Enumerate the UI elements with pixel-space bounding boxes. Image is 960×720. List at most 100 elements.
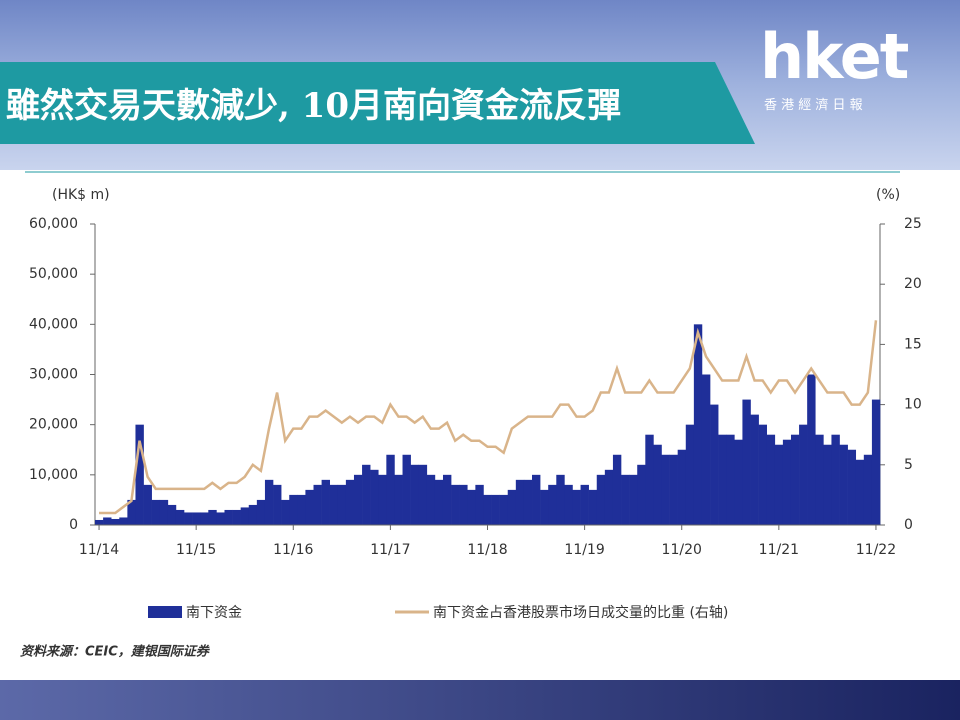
bar [442, 474, 452, 525]
logo-subtitle: 香 港 經 濟 日 報 [764, 98, 863, 113]
bar [653, 444, 662, 525]
bar [596, 474, 606, 525]
legend-label: 南下资金 [186, 605, 242, 621]
bar [289, 494, 298, 525]
bar [321, 479, 330, 525]
slide-title: 雖然交易天數減少, 10月南向資金流反彈 [6, 86, 621, 126]
bar [815, 434, 824, 525]
bar [434, 479, 444, 525]
bar [612, 454, 622, 525]
bar [273, 484, 282, 525]
y2-tick-label: 20 [904, 276, 922, 292]
x-tick-label: 11/14 [79, 542, 119, 558]
x-tick-label: 11/15 [176, 542, 216, 558]
bar [402, 454, 411, 525]
title-banner [0, 62, 755, 144]
bar [184, 512, 193, 525]
bar [742, 399, 751, 525]
bar [564, 484, 573, 525]
bar [499, 494, 509, 525]
y2-tick-label: 0 [904, 517, 913, 533]
bar [370, 469, 379, 525]
bar [394, 474, 403, 525]
bar [807, 374, 816, 525]
bar [95, 519, 104, 525]
bar [200, 512, 209, 525]
bar [774, 444, 784, 525]
bar [248, 504, 258, 525]
bar [386, 454, 395, 525]
bar [345, 479, 355, 525]
bar [264, 479, 274, 525]
bar [232, 509, 241, 525]
bar [119, 517, 128, 525]
bar [297, 494, 306, 525]
bar [216, 512, 225, 525]
bar [734, 439, 743, 525]
y-tick-label: 0 [69, 517, 78, 533]
bar [515, 479, 525, 525]
bar [507, 489, 517, 525]
bar [847, 449, 857, 525]
line [99, 320, 878, 515]
bar [661, 454, 670, 525]
y2-tick-label: 25 [904, 216, 922, 232]
bar [256, 499, 266, 525]
bar [532, 474, 541, 525]
bar [410, 464, 420, 525]
bar [192, 512, 201, 525]
bar [556, 474, 565, 525]
bar [831, 434, 840, 525]
bar [418, 464, 428, 525]
bar [337, 484, 347, 525]
bar [710, 404, 719, 525]
bar [629, 474, 638, 525]
bar [240, 507, 250, 525]
logo: hket [760, 20, 909, 93]
legend-label: 南下资金占香港股票市场日成交量的比重 (右轴) [433, 604, 728, 621]
y-tick-label: 30,000 [29, 367, 78, 383]
bar [305, 489, 314, 525]
bar [329, 484, 339, 525]
y-tick-label: 40,000 [29, 316, 78, 332]
bar [467, 489, 476, 525]
x-tick-label: 11/17 [370, 542, 410, 558]
bar [483, 494, 492, 525]
bar [839, 444, 848, 525]
x-tick-label: 11/22 [856, 542, 896, 558]
bar [378, 474, 387, 525]
bar [127, 499, 136, 525]
bar [151, 499, 161, 525]
bar [580, 484, 589, 525]
bar [693, 324, 703, 525]
bar [159, 499, 169, 525]
bar [135, 424, 144, 525]
x-tick-label: 11/18 [467, 542, 507, 558]
y2-axis-unit: (%) [876, 187, 900, 203]
bar [645, 434, 654, 525]
bar [685, 424, 695, 525]
bar [523, 479, 533, 525]
bar [459, 484, 468, 525]
bar [491, 494, 500, 525]
bar [540, 489, 549, 525]
bar [426, 474, 436, 525]
y2-tick-label: 10 [904, 397, 922, 413]
bar [790, 434, 800, 525]
x-tick-label: 11/20 [662, 542, 702, 558]
bar [548, 484, 557, 525]
bar [143, 484, 152, 525]
bar [475, 484, 484, 525]
bar [766, 434, 776, 525]
bar [451, 484, 460, 525]
bar [281, 499, 290, 525]
x-tick-label: 11/16 [273, 542, 313, 558]
y2-tick-label: 5 [904, 457, 913, 473]
bar [677, 449, 687, 525]
y-tick-label: 60,000 [29, 216, 78, 232]
bar [750, 414, 759, 525]
bar [572, 489, 581, 525]
x-tick-label: 11/19 [564, 542, 604, 558]
bar [621, 474, 630, 525]
